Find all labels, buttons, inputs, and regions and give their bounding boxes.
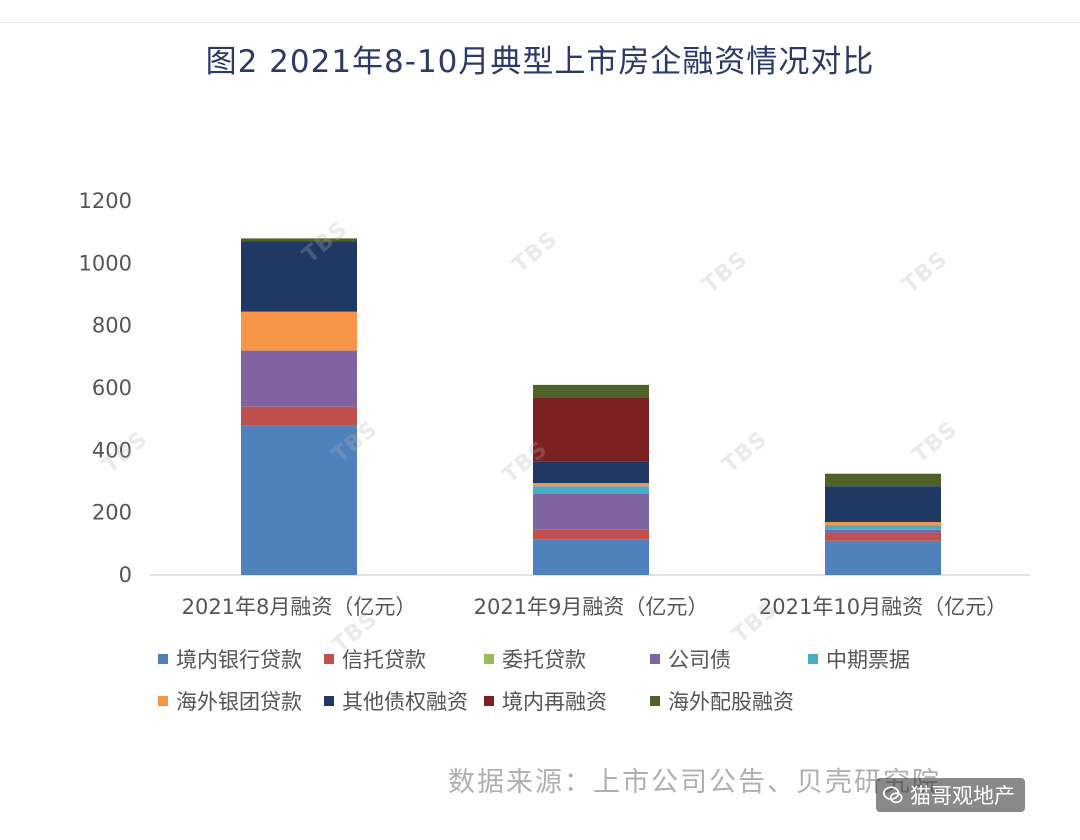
legend-item: 委托贷款 — [484, 644, 586, 674]
legend-label: 海外银团贷款 — [176, 690, 302, 714]
bar-segment — [825, 532, 941, 541]
wechat-badge: 猫哥观地产 — [876, 778, 1025, 812]
y-tick-label: 800 — [92, 314, 132, 338]
legend-swatch — [650, 696, 660, 706]
y-axis: 0 200 400 600 800 1000 1200 — [79, 189, 132, 587]
legend-label: 境内再融资 — [502, 690, 607, 714]
bar-segment — [533, 493, 649, 530]
y-tick-label: 0 — [119, 563, 132, 587]
legend-swatch — [324, 654, 334, 664]
top-divider — [0, 22, 1080, 23]
legend-item: 公司债 — [650, 644, 731, 674]
legend-swatch — [158, 654, 168, 664]
legend-item: 境内再融资 — [484, 686, 607, 716]
y-tick-label: 1200 — [79, 189, 132, 213]
legend-item: 其他债权融资 — [324, 686, 468, 716]
x-category-label: 2021年10月融资（亿元） — [759, 595, 1007, 619]
bar-segment — [241, 311, 357, 351]
legend-item: 信托贷款 — [324, 644, 426, 674]
legend-item: 海外银团贷款 — [158, 686, 302, 716]
bar-segment — [533, 486, 649, 494]
bar-segment — [241, 241, 357, 312]
data-source-note: 数据来源：上市公司公告、贝壳研究院 — [448, 767, 941, 798]
legend-item: 中期票据 — [808, 644, 910, 674]
legend-swatch — [324, 696, 334, 706]
bar-segment — [533, 397, 649, 462]
chart-title: 图2 2021年8-10月典型上市房企融资情况对比 — [205, 44, 875, 80]
wechat-icon — [883, 786, 903, 804]
bar-segment — [533, 529, 649, 540]
x-category-label: 2021年8月融资（亿元） — [182, 595, 417, 619]
bar-segment — [825, 486, 941, 523]
legend-swatch — [484, 654, 494, 664]
y-tick-label: 400 — [92, 438, 132, 462]
bar-segment — [533, 384, 649, 398]
bars — [241, 238, 941, 575]
bar-segment — [533, 539, 649, 575]
x-category-label: 2021年9月融资（亿元） — [474, 595, 709, 619]
bar-segment — [241, 406, 357, 426]
legend-label: 公司债 — [668, 648, 731, 672]
y-tick-label: 1000 — [79, 251, 132, 275]
legend-label: 其他债权融资 — [342, 690, 468, 714]
legend-item: 境内银行贷款 — [158, 644, 302, 674]
x-axis-labels: 2021年8月融资（亿元） 2021年9月融资（亿元） 2021年10月融资（亿元） — [182, 595, 1007, 619]
bar-segment — [241, 425, 357, 575]
bar-segment — [825, 473, 941, 487]
legend-item: 海外配股融资 — [650, 686, 794, 716]
bar-segment — [825, 522, 941, 526]
bar-segment — [241, 350, 357, 407]
y-tick-label: 600 — [92, 376, 132, 400]
bar-segment — [533, 461, 649, 484]
legend-swatch — [808, 654, 818, 664]
legend-label: 信托贷款 — [342, 648, 426, 672]
bar-segment — [241, 238, 357, 242]
legend-swatch — [158, 696, 168, 706]
legend-swatch — [650, 654, 660, 664]
bar-segment — [825, 529, 941, 533]
bar-segment — [533, 483, 649, 487]
legend-label: 中期票据 — [826, 648, 910, 672]
legend-label: 境内银行贷款 — [176, 648, 302, 672]
bar-segment — [825, 525, 941, 530]
bar-segment — [825, 540, 941, 575]
legend-label: 委托贷款 — [502, 648, 586, 672]
legend-label: 海外配股融资 — [668, 690, 794, 714]
legend-swatch — [484, 696, 494, 706]
y-tick-label: 200 — [92, 501, 132, 525]
wechat-account-name: 猫哥观地产 — [910, 784, 1015, 808]
